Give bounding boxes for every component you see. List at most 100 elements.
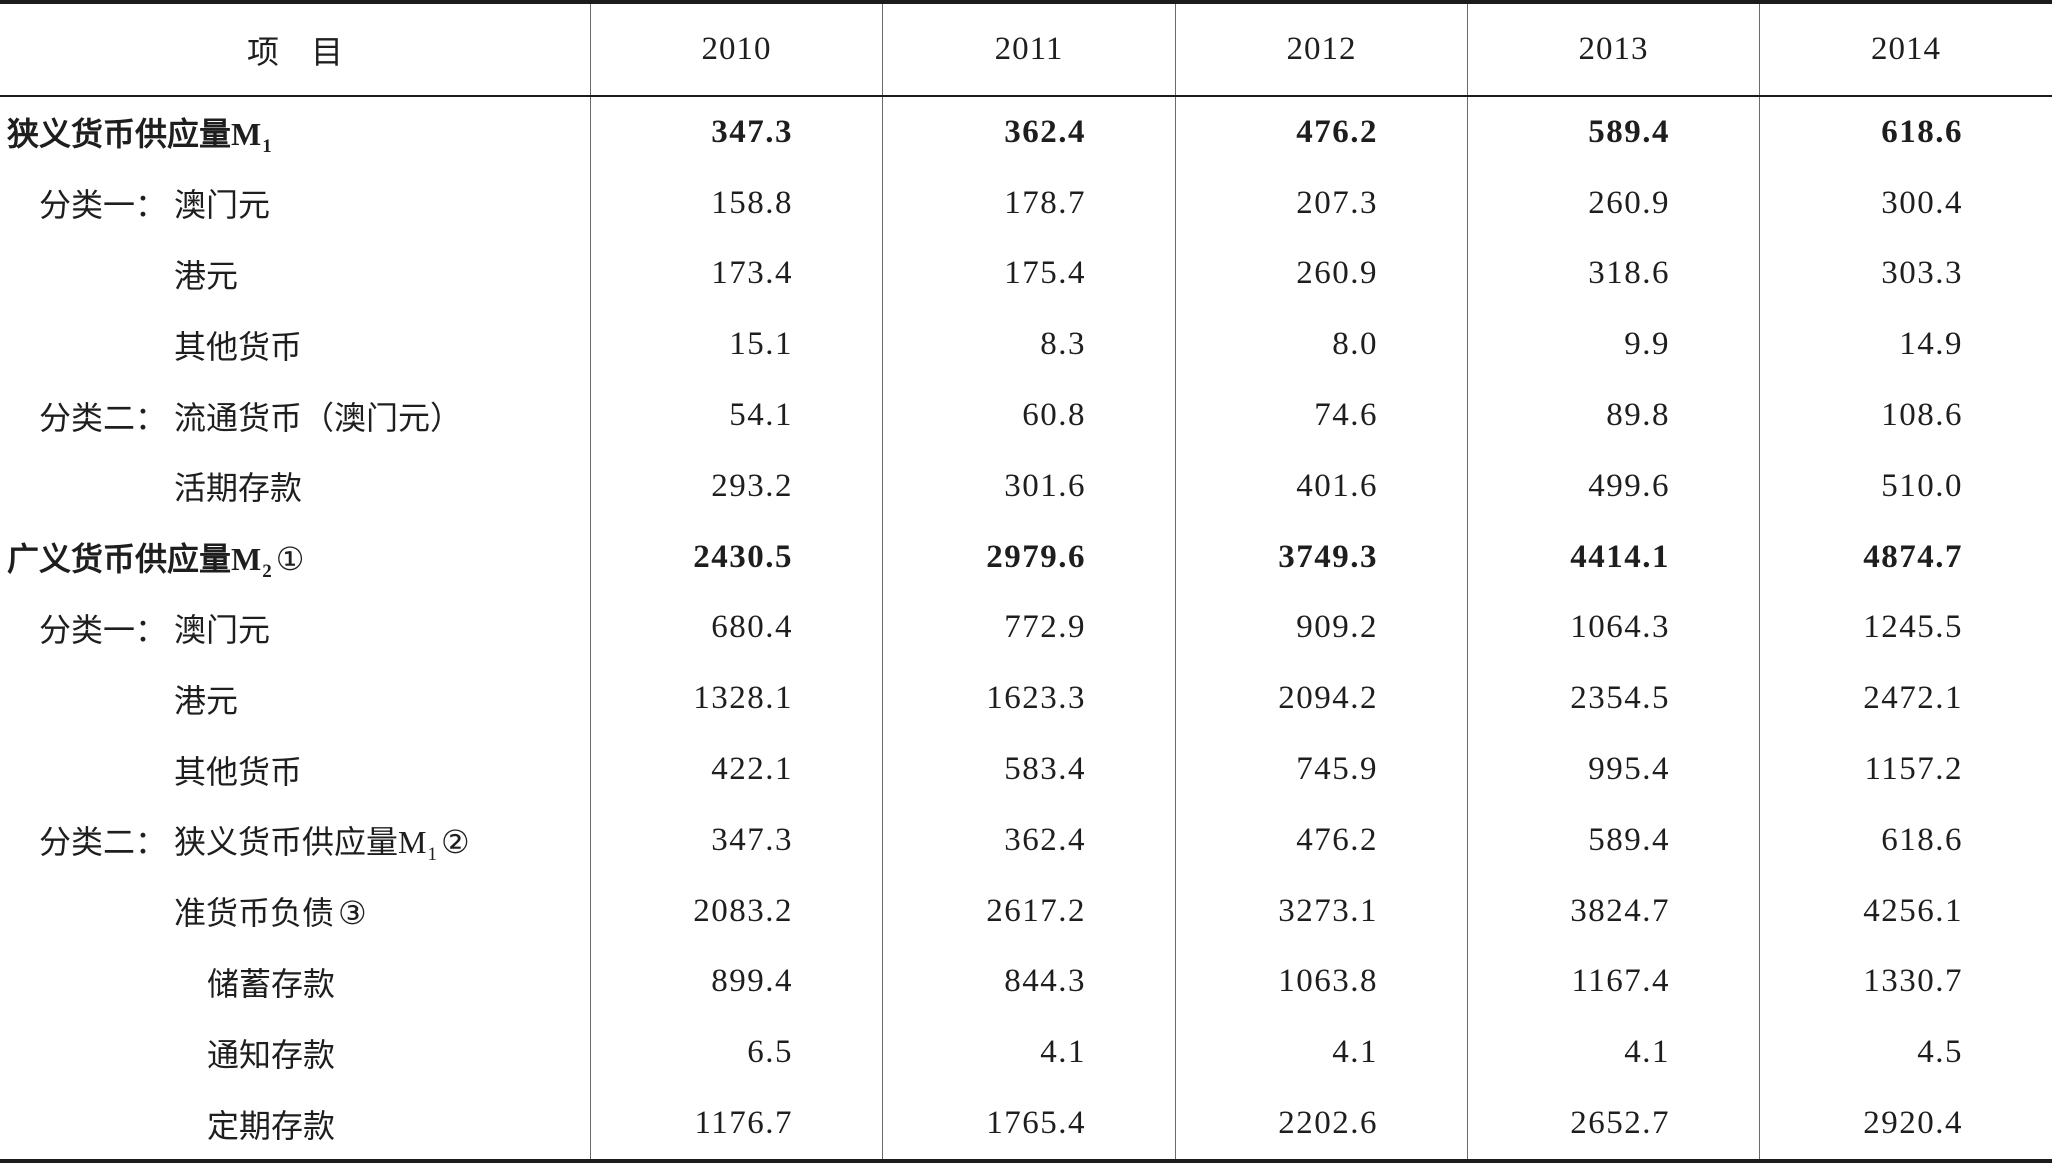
table-row: 分类二： 流通货币（澳门元） 54.1 60.8 74.6 89.8 108.6	[0, 380, 2052, 451]
value-cell: 680.4	[590, 592, 882, 664]
row-label: 分类二： 流通货币（澳门元）	[0, 380, 590, 451]
row-label: 通知存款	[0, 1017, 590, 1088]
item-name-text: 定期存款	[207, 1107, 336, 1144]
category-prefix: 分类二：	[39, 399, 168, 436]
value-cell: 2979.6	[882, 521, 1175, 593]
row-label: 活期存款	[0, 451, 590, 522]
value-cell: 510.0	[1759, 450, 2052, 522]
item-name: 澳门元	[174, 180, 270, 226]
value-cell: 1330.7	[1759, 946, 2052, 1018]
value-cell: 301.6	[882, 450, 1175, 522]
row-label: 定期存款	[0, 1088, 590, 1159]
value-cell: 1063.8	[1175, 946, 1467, 1018]
value-cell: 14.9	[1759, 309, 2052, 381]
value-cell: 4.1	[1175, 1017, 1467, 1089]
value-cell: 1176.7	[590, 1088, 882, 1159]
item-name: 准货币负债 ③	[174, 888, 367, 934]
table-row: 港元 1328.1 1623.3 2094.2 2354.5 2472.1	[0, 663, 2052, 735]
value-cell: 303.3	[1759, 238, 2052, 310]
category-prefix: 分类二：	[39, 824, 168, 861]
value-cell: 4.1	[882, 1017, 1175, 1089]
value-cell: 909.2	[1175, 592, 1467, 664]
item-name-text: 活期存款	[174, 470, 303, 507]
item-name-text: 澳门元	[174, 611, 271, 648]
table-row: 广义货币供应量M2 ① 2430.5 2979.6 3749.3 4414.1 4874.7	[0, 521, 2052, 593]
row-label: 港元	[0, 239, 590, 310]
item-name-text: 狭义货币供应量M	[7, 116, 262, 153]
value-cell: 2652.7	[1467, 1088, 1759, 1159]
item-name-text: 港元	[174, 682, 239, 719]
value-cell: 1765.4	[882, 1088, 1175, 1159]
subscript: 2	[262, 561, 272, 583]
value-cell: 2430.5	[590, 521, 882, 593]
value-cell: 1064.3	[1467, 592, 1759, 664]
value-cell: 422.1	[590, 734, 882, 805]
year-header: 2013	[1467, 4, 1759, 95]
item-name-text: 其他货币	[174, 328, 303, 365]
table-row: 分类二： 狭义货币供应量M1 ② 347.3 362.4 476.2 589.4 618.6	[0, 804, 2052, 876]
item-name-text: 澳门元	[174, 187, 271, 224]
header-item-label: 项 目	[246, 33, 343, 70]
value-cell: 995.4	[1467, 734, 1759, 805]
value-cell: 318.6	[1467, 238, 1759, 310]
row-label: 狭义货币供应量M1	[0, 97, 590, 168]
value-cell: 293.2	[590, 450, 882, 522]
table-body: 狭义货币供应量M1 347.3 362.4 476.2 589.4 618.6 分类一： 澳门…	[0, 97, 2052, 1159]
table-row: 其他货币 15.1 8.3 8.0 9.9 14.9	[0, 309, 2052, 381]
value-cell: 618.6	[1759, 804, 2052, 876]
item-name: 储蓄存款	[207, 959, 335, 1005]
item-name: 澳门元	[174, 605, 270, 651]
table-row: 定期存款 1176.7 1765.4 2202.6 2652.7 2920.4	[0, 1088, 2052, 1159]
subscript: 1	[427, 844, 437, 866]
value-cell: 583.4	[882, 734, 1175, 805]
value-cell: 4874.7	[1759, 521, 2052, 593]
item-name: 港元	[174, 251, 238, 297]
value-cell: 74.6	[1175, 380, 1467, 451]
item-name-text: 准货币负债	[174, 895, 335, 932]
value-cell: 6.5	[590, 1017, 882, 1089]
value-cell: 899.4	[590, 946, 882, 1018]
item-name-text: 储蓄存款	[207, 965, 336, 1002]
item-name-text: 流通货币（澳门元）	[174, 399, 463, 436]
table-row: 分类一： 澳门元 680.4 772.9 909.2 1064.3 1245.5	[0, 592, 2052, 664]
row-label: 分类一： 澳门元	[0, 593, 590, 664]
item-name: 其他货币	[174, 747, 302, 793]
value-cell: 8.3	[882, 309, 1175, 381]
table-row: 港元 173.4 175.4 260.9 318.6 303.3	[0, 238, 2052, 310]
row-label: 港元	[0, 663, 590, 734]
table-row: 准货币负债 ③ 2083.2 2617.2 3273.1 3824.7 4256.1	[0, 875, 2052, 947]
footnote-marker: ②	[440, 824, 470, 861]
value-cell: 589.4	[1467, 97, 1759, 168]
header-row: 项 目 2010 2011 2012 2013 2014	[0, 4, 2052, 97]
item-name: 狭义货币供应量M1	[7, 109, 272, 157]
value-cell: 207.3	[1175, 167, 1467, 239]
row-label: 储蓄存款	[0, 947, 590, 1018]
value-cell: 158.8	[590, 167, 882, 239]
value-cell: 60.8	[882, 380, 1175, 451]
value-cell: 2472.1	[1759, 663, 2052, 735]
item-name: 通知存款	[207, 1030, 335, 1076]
category-prefix: 分类一：	[39, 611, 168, 648]
value-cell: 499.6	[1467, 450, 1759, 522]
value-cell: 2617.2	[882, 875, 1175, 947]
row-label: 准货币负债 ③	[0, 876, 590, 947]
value-cell: 1167.4	[1467, 946, 1759, 1018]
value-cell: 745.9	[1175, 734, 1467, 805]
footnote-marker: ③	[338, 895, 367, 932]
value-cell: 4256.1	[1759, 875, 2052, 947]
value-cell: 1623.3	[882, 663, 1175, 735]
year-header: 2010	[590, 4, 882, 95]
item-name-text: 通知存款	[207, 1036, 336, 1073]
value-cell: 2094.2	[1175, 663, 1467, 735]
value-cell: 1245.5	[1759, 592, 2052, 664]
value-cell: 108.6	[1759, 380, 2052, 451]
year-header: 2012	[1175, 4, 1467, 95]
value-cell: 15.1	[590, 309, 882, 381]
item-name: 活期存款	[174, 463, 302, 509]
row-label: 广义货币供应量M2 ①	[0, 522, 590, 593]
value-cell: 3824.7	[1467, 875, 1759, 947]
value-cell: 89.8	[1467, 380, 1759, 451]
row-label: 分类二： 狭义货币供应量M1 ②	[0, 805, 590, 876]
value-cell: 1328.1	[590, 663, 882, 735]
